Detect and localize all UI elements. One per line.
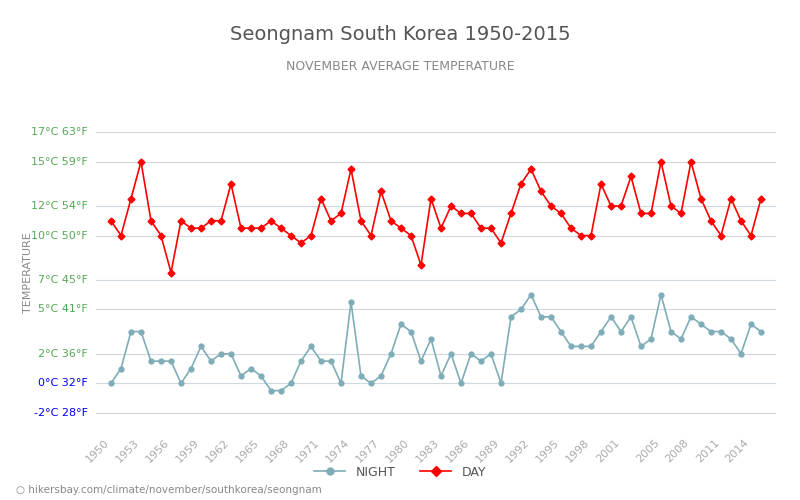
DAY [136,158,146,164]
NIGHT [316,358,326,364]
Text: 10°C 50°F: 10°C 50°F [31,230,88,240]
Text: 12°C 54°F: 12°C 54°F [30,201,88,211]
Text: 7°C 45°F: 7°C 45°F [38,275,88,285]
NIGHT [106,380,116,386]
NIGHT [756,328,766,334]
Line: NIGHT: NIGHT [109,292,763,393]
Text: 17°C 63°F: 17°C 63°F [31,127,88,137]
DAY [166,270,176,276]
NIGHT [396,321,406,327]
DAY [286,232,296,238]
NIGHT [266,388,276,394]
Text: 5°C 41°F: 5°C 41°F [38,304,88,314]
Text: 2°C 36°F: 2°C 36°F [38,349,88,359]
DAY [106,218,116,224]
DAY [326,218,336,224]
Text: 0°C 32°F: 0°C 32°F [38,378,88,388]
DAY [416,262,426,268]
Text: NOVEMBER AVERAGE TEMPERATURE: NOVEMBER AVERAGE TEMPERATURE [286,60,514,73]
DAY [636,210,646,216]
NIGHT [636,344,646,349]
Line: DAY: DAY [109,160,763,275]
Text: ○ hikersbay.com/climate/november/southkorea/seongnam: ○ hikersbay.com/climate/november/southko… [16,485,322,495]
NIGHT [526,292,536,298]
DAY [406,232,416,238]
NIGHT [276,388,286,394]
Legend: NIGHT, DAY: NIGHT, DAY [309,461,491,484]
Text: -2°C 28°F: -2°C 28°F [34,408,88,418]
DAY [756,196,766,202]
NIGHT [406,328,416,334]
Text: TEMPERATURE: TEMPERATURE [23,232,33,313]
DAY [176,218,186,224]
Text: Seongnam South Korea 1950-2015: Seongnam South Korea 1950-2015 [230,25,570,44]
NIGHT [156,358,166,364]
Text: 15°C 59°F: 15°C 59°F [31,156,88,166]
